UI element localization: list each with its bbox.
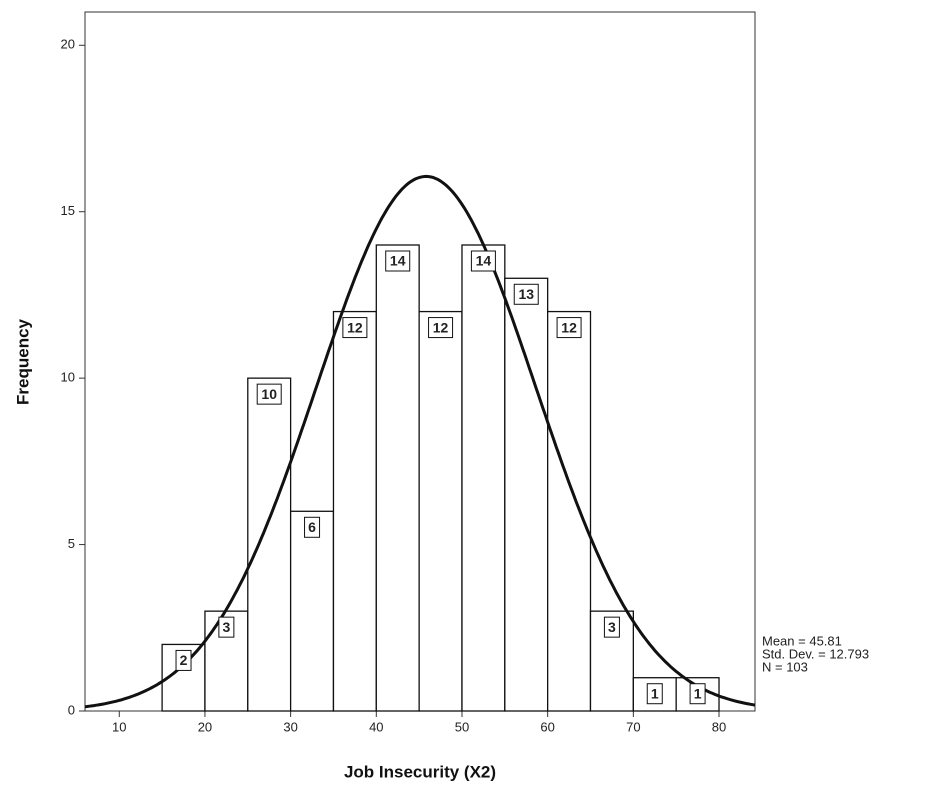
y-tick-label: 15 [61, 203, 75, 218]
normal-curve [84, 174, 756, 709]
x-tick-label: 70 [626, 719, 640, 734]
value-label-box [689, 683, 706, 705]
value-label-box [470, 250, 496, 272]
x-tick-label: 60 [540, 719, 554, 734]
x-tick-label: 20 [198, 719, 212, 734]
value-label: 2 [180, 652, 188, 668]
y-tick-label: 10 [61, 370, 75, 385]
value-label: 3 [222, 619, 230, 635]
y-tick-label: 20 [61, 37, 75, 52]
value-label: 14 [390, 253, 406, 269]
bar [332, 310, 377, 712]
x-tick-label: 10 [112, 719, 126, 734]
value-label: 14 [476, 253, 492, 269]
stats-label: Mean = 45.81 [762, 633, 842, 648]
x-tick-label: 50 [455, 719, 469, 734]
value-label-box [603, 616, 620, 638]
x-tick-label: 80 [712, 719, 726, 734]
value-label: 12 [347, 319, 363, 335]
value-label-box [175, 649, 192, 671]
y-axis-label: Frequency [13, 318, 32, 405]
y-tick-label: 5 [68, 536, 75, 551]
y-tick-label: 0 [68, 702, 75, 717]
value-label-box [556, 317, 582, 339]
stats-label: N = 103 [762, 659, 808, 674]
value-label: 1 [651, 685, 659, 701]
value-label-box [342, 317, 368, 339]
value-label-box [256, 383, 282, 405]
value-label: 12 [433, 319, 449, 335]
stats-label: Std. Dev. = 12.793 [762, 646, 869, 661]
value-label: 10 [261, 386, 277, 402]
value-label: 1 [694, 685, 702, 701]
x-axis-label: Job Insecurity (X2) [344, 762, 496, 781]
bar [504, 277, 549, 712]
value-label-box [513, 283, 539, 305]
value-label: 13 [518, 286, 534, 302]
value-label-box [385, 250, 411, 272]
bar [461, 244, 506, 712]
x-tick-label: 30 [283, 719, 297, 734]
bar [247, 377, 292, 712]
value-label-box [646, 683, 663, 705]
value-label-box [304, 516, 321, 538]
value-label-box [218, 616, 235, 638]
value-label: 3 [608, 619, 616, 635]
x-tick-label: 40 [369, 719, 383, 734]
bar [375, 244, 420, 712]
bar [418, 310, 463, 712]
value-label-box [428, 317, 454, 339]
value-label: 6 [308, 519, 316, 535]
value-label: 12 [561, 319, 577, 335]
bar [289, 510, 335, 712]
bar [547, 310, 592, 712]
